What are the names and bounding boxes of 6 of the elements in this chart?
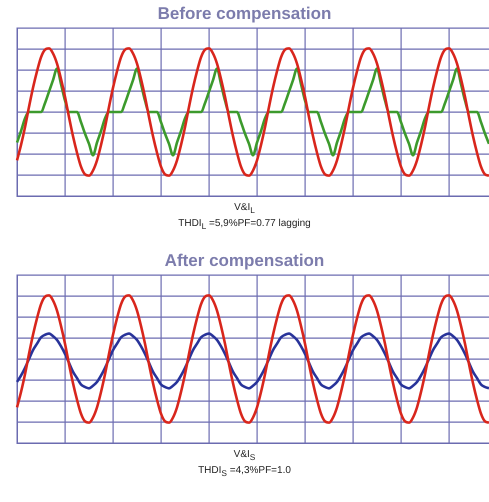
chart-title: Before compensation — [156, 3, 332, 25]
x-axis-title: V&I$_{L}$ — [233, 201, 256, 217]
x-axis-title: V&I$_{S}$ — [232, 448, 256, 464]
text: THDI$_{L}$ =5,9%PF=0.77 lagging — [177, 217, 312, 233]
text: THDI$_{S}$ =4,3%PF=1.0 — [197, 464, 292, 480]
chart-title: After compensation — [164, 250, 326, 272]
